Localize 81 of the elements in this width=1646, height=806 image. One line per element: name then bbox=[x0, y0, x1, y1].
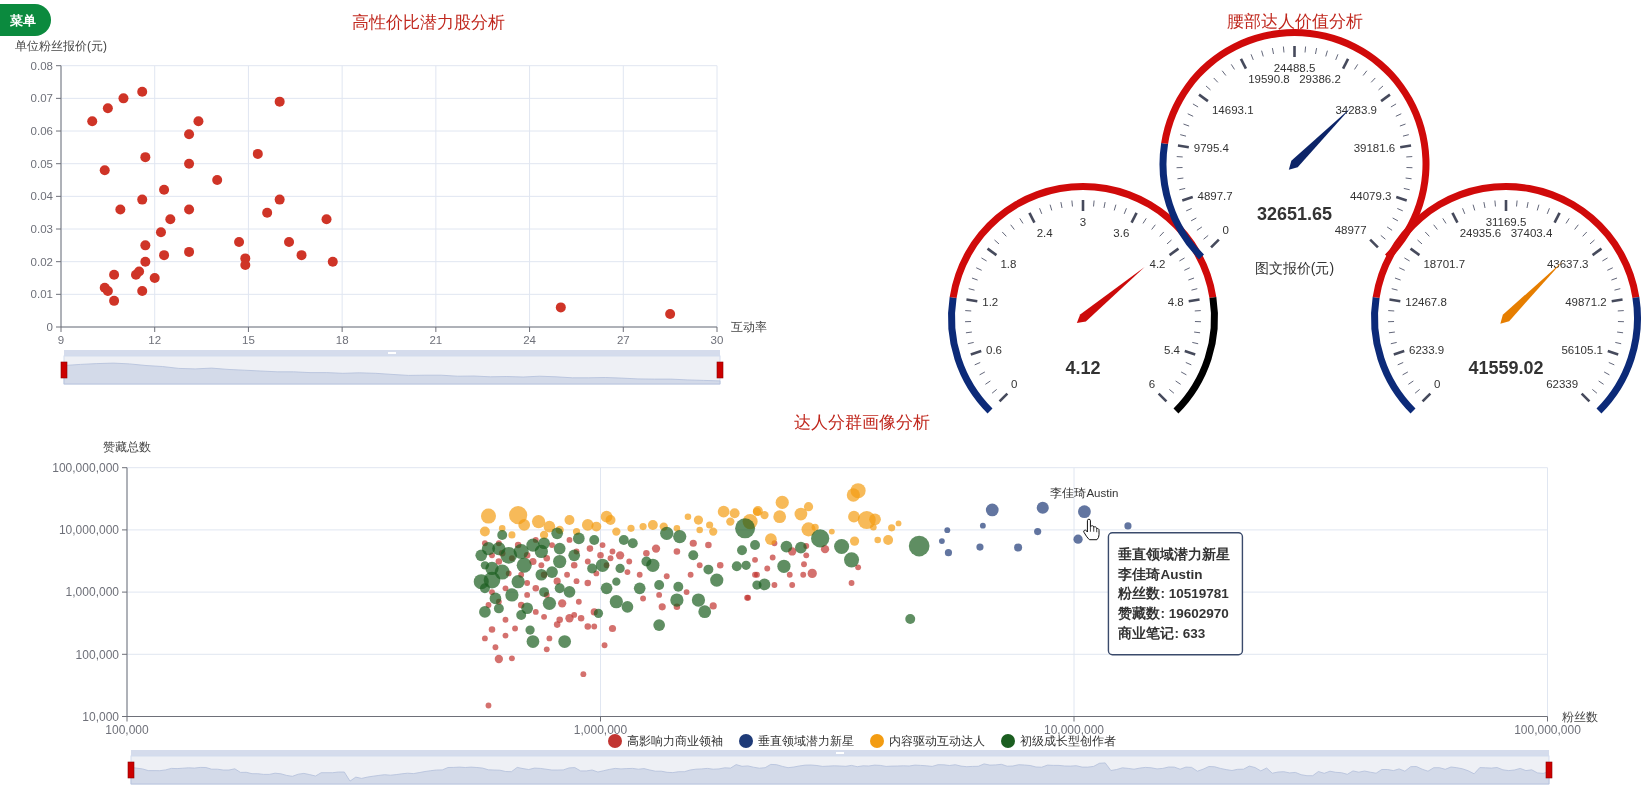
text: 19590.8 bbox=[1248, 72, 1290, 85]
text: 6233.9 bbox=[1408, 343, 1445, 356]
text: 1.2 bbox=[982, 296, 999, 309]
y-tick-label: 0.07 bbox=[30, 92, 53, 105]
x-tick-label: 21 bbox=[429, 334, 443, 347]
y-tick-label: 10,000,000 bbox=[58, 523, 120, 538]
text: 2.4 bbox=[1036, 226, 1054, 239]
text: 44079.3 bbox=[1349, 189, 1392, 202]
text: 0 bbox=[1433, 378, 1441, 391]
menu-button: 菜单 bbox=[0, 4, 51, 36]
data-label: 4.12 bbox=[1065, 358, 1101, 379]
text: 9795.4 bbox=[1193, 142, 1230, 155]
text: 39181.6 bbox=[1353, 142, 1396, 155]
x-tick-label: 10,000,000 bbox=[1043, 722, 1105, 737]
legend-label: 高影响力商业领袖 bbox=[627, 734, 723, 748]
text: 3 bbox=[1079, 215, 1087, 228]
text: 图文报价(元) bbox=[1254, 259, 1335, 276]
text: 24488.5 bbox=[1273, 61, 1316, 74]
x-axis-title: 粉丝数 bbox=[1561, 709, 1598, 724]
legend-label: 内容驱动互动达人 bbox=[889, 734, 985, 748]
text: 62339 bbox=[1546, 378, 1579, 391]
data-label: 41559.02 bbox=[1468, 358, 1544, 379]
y-tick-label: 0.08 bbox=[30, 59, 53, 72]
y-tick-label: 10,000 bbox=[82, 709, 120, 724]
y-tick-label: 0.02 bbox=[30, 255, 53, 268]
text: 43637.3 bbox=[1546, 257, 1589, 270]
data-label: 32651.65 bbox=[1256, 204, 1333, 225]
text: 29386.2 bbox=[1299, 72, 1341, 85]
x-tick-label: 15 bbox=[242, 334, 255, 347]
text: 3.6 bbox=[1113, 226, 1130, 239]
x-tick-label: 30 bbox=[710, 334, 724, 347]
x-tick-label: 100,000,000 bbox=[1514, 722, 1582, 737]
text: 18701.7 bbox=[1423, 257, 1466, 270]
text: 腰部达人价值分析 bbox=[1226, 11, 1363, 31]
text: 1.8 bbox=[1000, 257, 1017, 270]
y-tick-label: 0 bbox=[46, 321, 53, 334]
text: 4897.7 bbox=[1197, 189, 1233, 202]
text: 4.8 bbox=[1167, 296, 1184, 309]
text: 37403.4 bbox=[1510, 226, 1553, 239]
text: 4.2 bbox=[1149, 257, 1166, 270]
text: 14693.1 bbox=[1211, 103, 1254, 116]
text: 34283.9 bbox=[1335, 103, 1378, 116]
x-tick-label: 9 bbox=[57, 334, 65, 347]
chart-title: 高性价比潜力股分析 bbox=[351, 12, 505, 32]
chart-title: 达人分群画像分析 bbox=[794, 412, 930, 432]
x-tick-label: 1,000,000 bbox=[573, 722, 628, 737]
y-tick-label: 1,000,000 bbox=[65, 585, 120, 600]
text: 0.6 bbox=[985, 343, 1002, 356]
text: 48977 bbox=[1334, 224, 1367, 237]
annotation: 赞藏数: 19602970 bbox=[1117, 606, 1229, 622]
x-tick-label: 18 bbox=[335, 334, 349, 347]
x-tick-label: 27 bbox=[616, 334, 630, 347]
annotation: 粉丝数: 10519781 bbox=[1117, 586, 1230, 602]
annotation: 垂直领域潜力新星 bbox=[1117, 545, 1231, 562]
text: 6 bbox=[1148, 378, 1156, 391]
y-axis-title: 单位粉丝报价(元) bbox=[15, 39, 107, 54]
text: 12467.8 bbox=[1405, 296, 1447, 309]
annotation: 商业笔记: 633 bbox=[1117, 624, 1206, 641]
annotation: 李佳琦Austin bbox=[1050, 486, 1119, 499]
text: 0 bbox=[1010, 378, 1018, 391]
legend-label: 垂直领域潜力新星 bbox=[758, 734, 854, 748]
text: 24935.6 bbox=[1459, 226, 1502, 239]
text: 49871.2 bbox=[1565, 296, 1607, 309]
text: 56105.1 bbox=[1561, 343, 1604, 356]
y-tick-label: 0.03 bbox=[30, 223, 53, 236]
y-tick-label: 100,000 bbox=[75, 647, 120, 662]
text: 31169.5 bbox=[1485, 215, 1527, 228]
annotation: 李佳琦Austin bbox=[1117, 566, 1203, 582]
text: 5.4 bbox=[1164, 343, 1181, 356]
x-tick-label: 12 bbox=[148, 334, 162, 347]
y-tick-label: 0.05 bbox=[30, 157, 53, 170]
x-tick-label: 100,000 bbox=[105, 722, 150, 737]
y-tick-label: 0.01 bbox=[30, 288, 53, 301]
y-tick-label: 100,000,000 bbox=[52, 460, 120, 475]
x-tick-label: 24 bbox=[523, 334, 537, 347]
y-tick-label: 0.06 bbox=[30, 125, 53, 138]
y-tick-label: 0.04 bbox=[30, 190, 54, 203]
legend-label: 初级成长型创作者 bbox=[1020, 734, 1116, 748]
x-axis-title: 互动率 bbox=[731, 320, 767, 335]
y-axis-title: 赞藏总数 bbox=[103, 440, 151, 455]
text: 0 bbox=[1222, 224, 1229, 237]
